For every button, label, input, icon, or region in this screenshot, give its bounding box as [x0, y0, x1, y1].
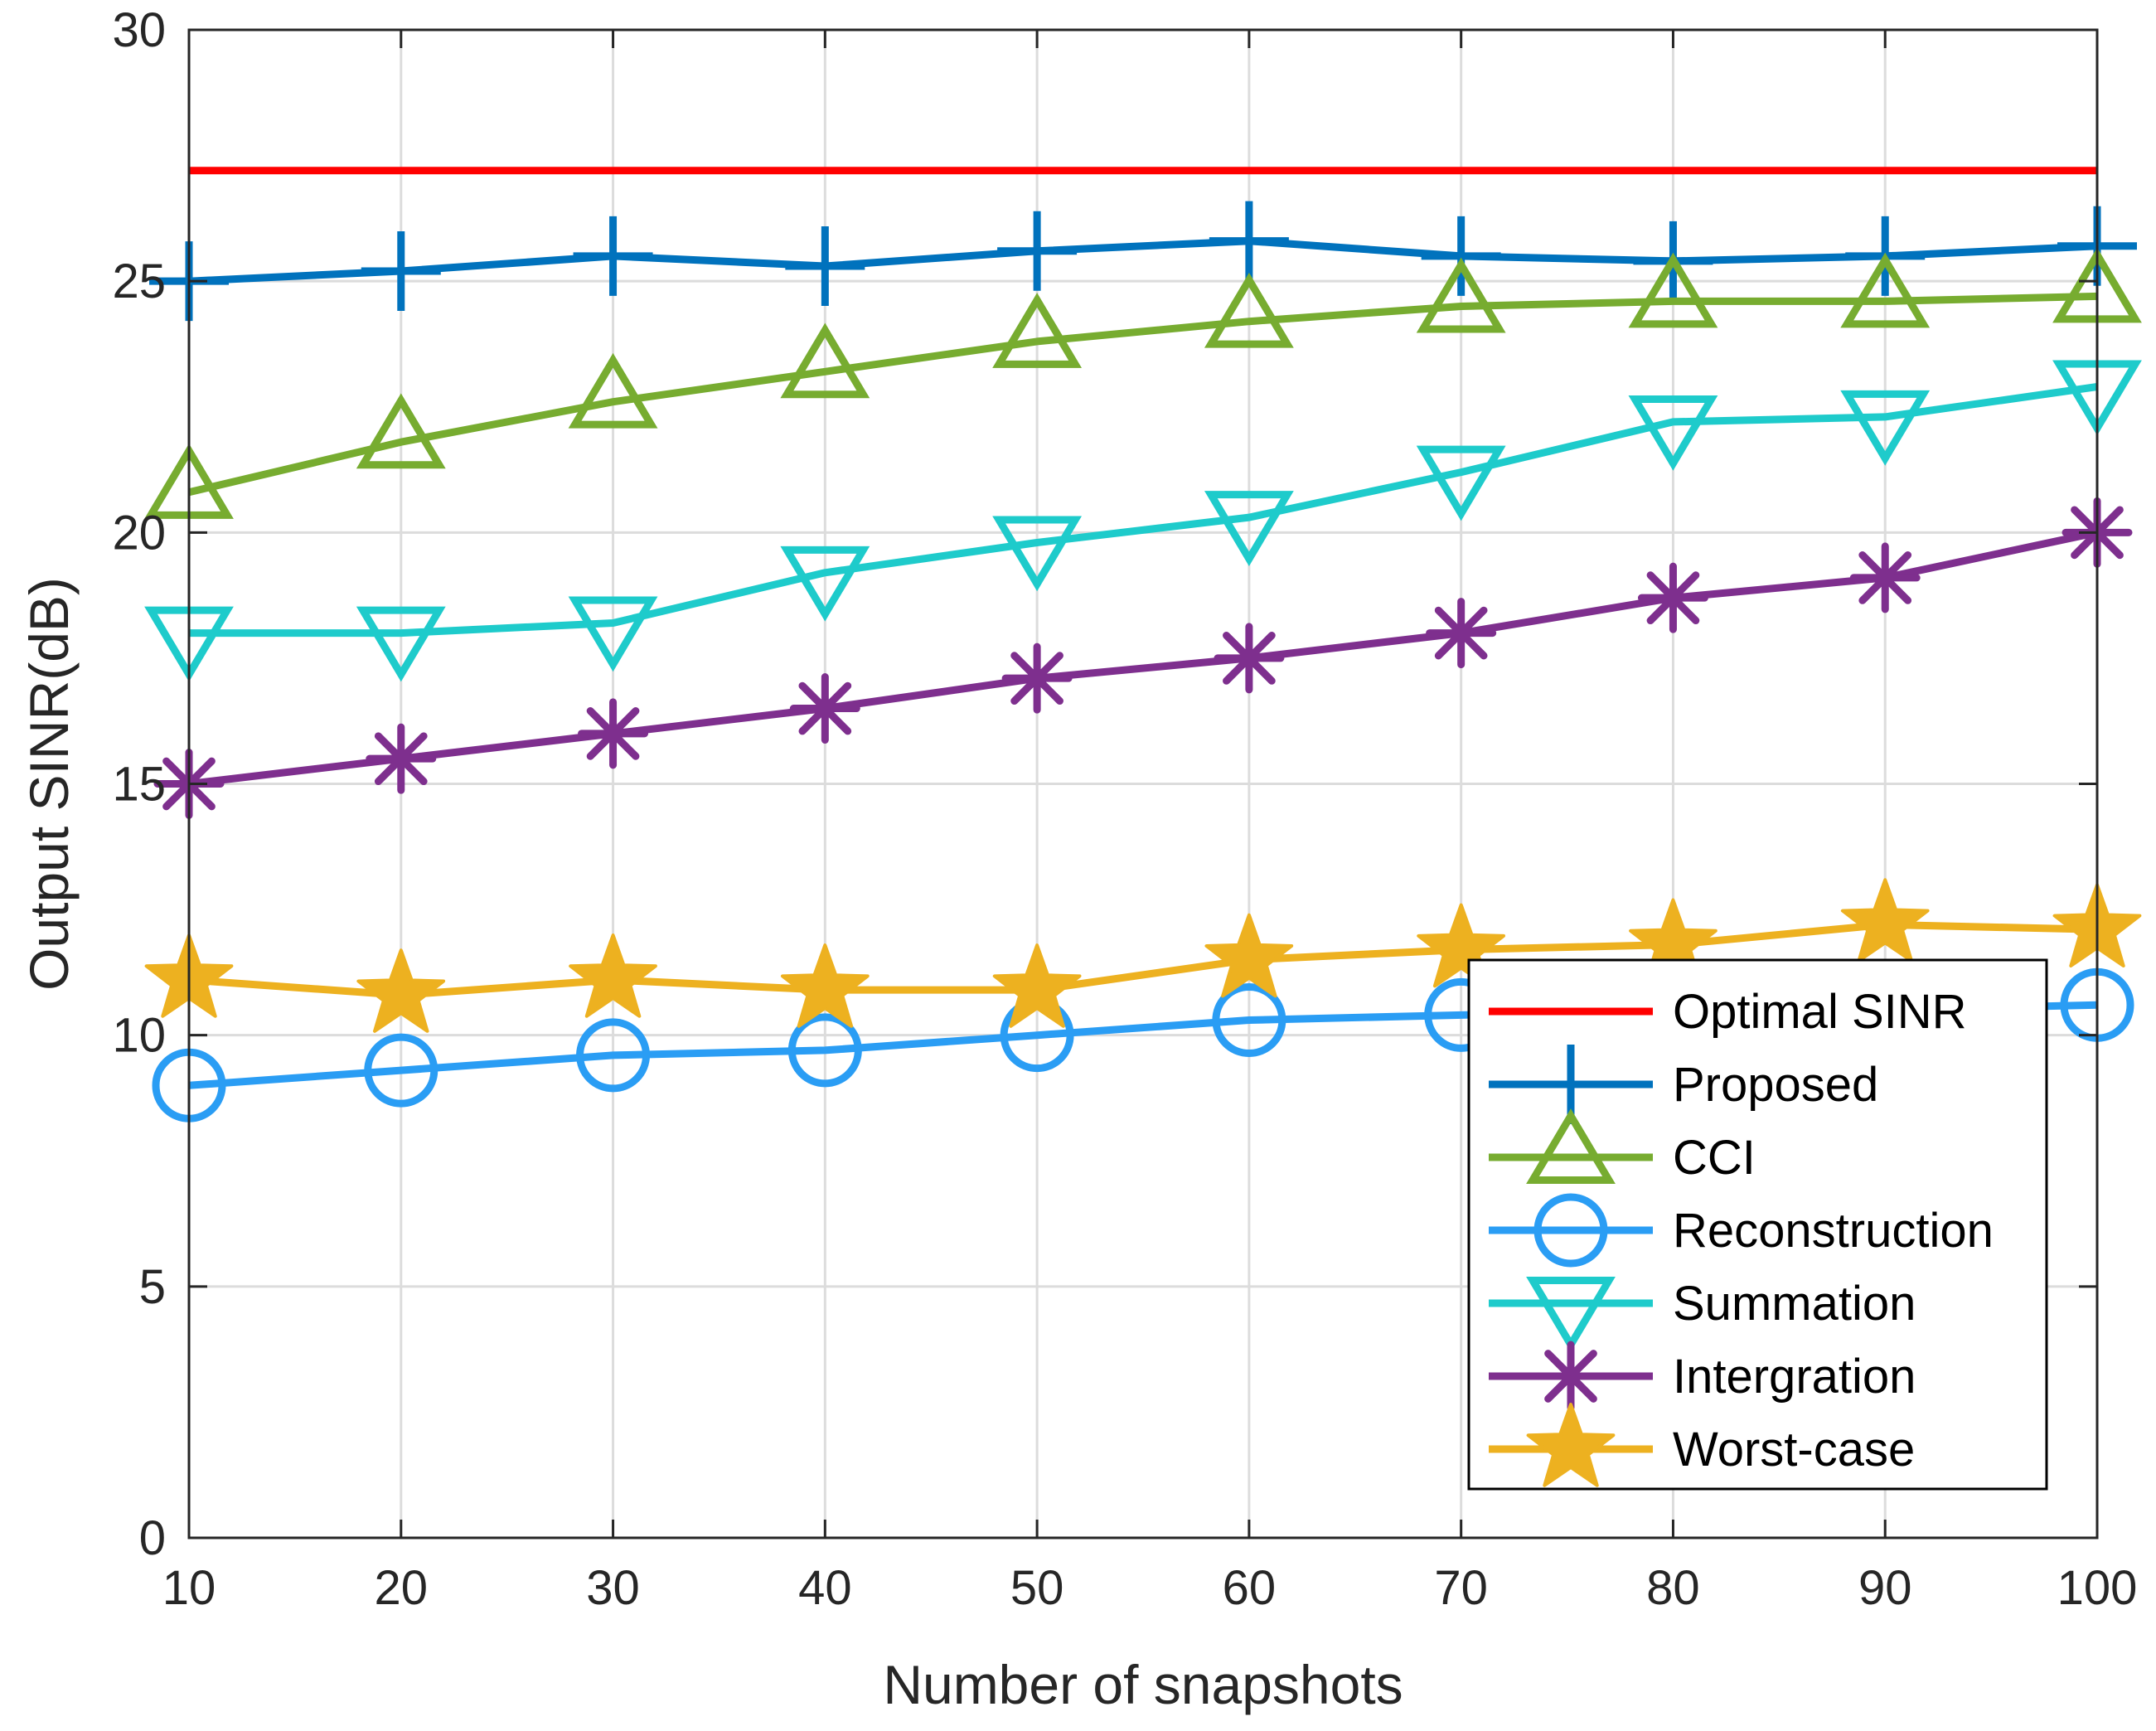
x-tick-label: 30: [586, 1561, 640, 1615]
y-axis-label: Output SINR(dB): [18, 577, 80, 991]
data-point-cci: [1416, 257, 1506, 333]
legend-item-worst-case: Worst-case: [1489, 1403, 1915, 1487]
data-point-proposed: [1421, 216, 1501, 296]
data-point-intergration: [1001, 642, 1073, 714]
data-point-intergration: [1849, 542, 1921, 613]
legend-marker-worst-case: [1526, 1403, 1616, 1487]
x-tick-label: 80: [1646, 1561, 1700, 1615]
data-point-reconstruction: [576, 1018, 651, 1093]
legend-label-summation: Summation: [1673, 1277, 1916, 1331]
axis-ticks: 10 20 30 40 50 60 70 80 90 100 0 5 10 15 20 25 30: [112, 3, 2137, 1615]
data-point-summation: [992, 516, 1083, 592]
x-axis-label: Number of snapshots: [883, 1654, 1403, 1715]
data-point-proposed: [785, 225, 865, 306]
y-tick-label: 30: [112, 3, 166, 57]
data-point-worst-case: [1204, 913, 1294, 998]
data-point-cci: [1840, 252, 1931, 328]
series-line-intergration: [188, 528, 2098, 788]
data-point-proposed: [361, 231, 441, 312]
data-point-intergration: [366, 723, 437, 794]
data-point-summation: [1204, 491, 1294, 566]
data-point-reconstruction: [364, 1033, 438, 1108]
data-point-summation: [356, 606, 446, 682]
legend-item-proposed: Proposed: [1489, 1045, 1878, 1124]
x-tick-label: 10: [162, 1561, 216, 1615]
data-point-proposed: [997, 211, 1078, 291]
data-point-worst-case: [569, 933, 657, 1018]
data-point-cci: [1628, 252, 1718, 328]
legend-item-cci: CCI: [1489, 1108, 1756, 1185]
data-point-cci: [568, 352, 658, 429]
data-point-intergration: [1637, 562, 1708, 633]
series-proposed: [149, 201, 2137, 322]
legend-item-intergration: Intergration: [1489, 1341, 1916, 1412]
data-point-reconstruction: [1212, 982, 1286, 1057]
data-point-reconstruction: [787, 1013, 862, 1088]
legend-label-cci: CCI: [1673, 1131, 1756, 1185]
y-tick-label: 20: [112, 506, 166, 560]
y-tick-label: 5: [139, 1260, 166, 1314]
legend-marker-reconstruction: [1533, 1193, 1608, 1268]
data-point-intergration: [1214, 623, 1285, 694]
y-tick-label: 25: [112, 255, 166, 308]
x-tick-label: 40: [798, 1561, 852, 1615]
legend-label-worst-case: Worst-case: [1673, 1423, 1915, 1476]
x-tick-label: 90: [1858, 1561, 1912, 1615]
y-tick-label: 0: [139, 1511, 166, 1565]
data-point-cci: [992, 293, 1083, 368]
data-point-worst-case: [1840, 878, 1930, 962]
series-line-cci: [187, 292, 2098, 497]
legend: Optimal SINR Proposed CCI Reconstruction Sum…: [1467, 958, 2048, 1491]
data-point-worst-case: [356, 948, 446, 1033]
data-point-worst-case: [992, 943, 1082, 1028]
series-worst-case: [144, 878, 2142, 1033]
data-point-cci: [1204, 272, 1294, 348]
data-point-intergration: [578, 698, 649, 769]
data-point-proposed: [1209, 201, 1289, 281]
data-point-proposed: [573, 216, 653, 296]
data-point-cci: [780, 322, 870, 399]
data-point-intergration: [789, 673, 860, 744]
x-tick-label: 70: [1434, 1561, 1488, 1615]
legend-box: [1467, 958, 2048, 1491]
data-point-summation: [1840, 390, 1931, 466]
data-point-summation: [568, 596, 658, 672]
x-tick-label: 60: [1223, 1561, 1277, 1615]
data-point-cci: [356, 393, 446, 469]
data-point-worst-case: [781, 943, 870, 1028]
series-cci: [144, 247, 2142, 519]
x-tick-label: 50: [1010, 1561, 1064, 1615]
x-tick-label: 20: [375, 1561, 429, 1615]
data-point-summation: [1628, 395, 1718, 471]
data-point-summation: [1416, 445, 1506, 521]
legend-item-optimal-sinr: Optimal SINR: [1489, 985, 1967, 1039]
y-tick-label: 15: [112, 758, 166, 812]
legend-marker-cci: [1526, 1108, 1616, 1184]
data-point-summation: [780, 545, 870, 622]
legend-label-reconstruction: Reconstruction: [1673, 1204, 1994, 1258]
data-point-worst-case: [1417, 903, 1505, 988]
legend-marker-summation: [1526, 1277, 1616, 1352]
legend-item-summation: Summation: [1489, 1277, 1916, 1352]
series-line-summation: [189, 383, 2098, 638]
series-layer: [144, 167, 2142, 1122]
series-line-proposed: [188, 237, 2098, 285]
legend-item-reconstruction: Reconstruction: [1489, 1193, 1994, 1268]
x-tick-label: 100: [2057, 1561, 2138, 1615]
legend-label-proposed: Proposed: [1673, 1058, 1878, 1112]
data-point-intergration: [1426, 598, 1497, 669]
series-line-worst-case: [188, 920, 2098, 999]
legend-label-intergration: Intergration: [1673, 1350, 1916, 1404]
y-tick-label: 10: [112, 1009, 166, 1063]
legend-marker-intergration: [1535, 1341, 1606, 1412]
legend-label-optimal-sinr: Optimal SINR: [1673, 985, 1967, 1039]
